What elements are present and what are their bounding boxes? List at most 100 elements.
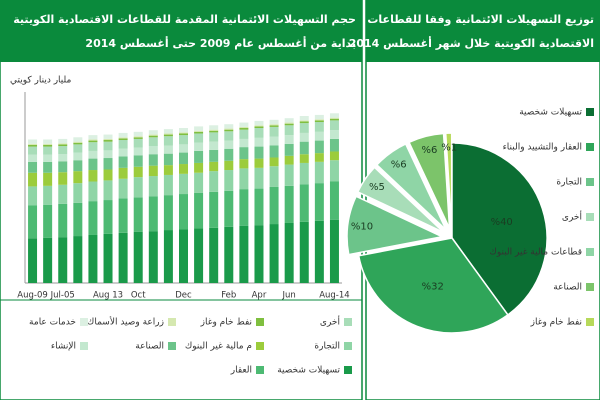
bar-segment (28, 139, 38, 144)
bar-segment (329, 130, 339, 139)
bar-segment (254, 125, 264, 127)
pie-slice (357, 237, 509, 334)
bar-segment (163, 136, 173, 146)
bar-segment (194, 142, 204, 151)
bar-segment (254, 126, 264, 129)
legend-label: العقار (230, 366, 252, 376)
bar-segment (43, 204, 53, 238)
bar-segment (269, 124, 279, 126)
bar-segment (224, 226, 234, 283)
bar-segment (329, 113, 339, 118)
bar-segment (179, 133, 188, 136)
legend-swatch (256, 366, 264, 374)
bar-segment (269, 136, 279, 146)
bar-segment (103, 158, 113, 170)
bar-segment (329, 138, 339, 152)
bar-segment (88, 135, 98, 140)
bar-segment (299, 123, 309, 133)
bar-segment (224, 124, 234, 129)
bar-segment (28, 161, 38, 173)
legend-swatch (344, 342, 352, 350)
slice-label: %40 (491, 217, 513, 228)
bar-segment (88, 201, 98, 235)
bar-segment (284, 185, 294, 223)
bar-segment (329, 151, 339, 161)
bar-segment (254, 158, 264, 168)
legend-label: قطاعات مالية غير البنوك (489, 248, 582, 258)
bar-segment (254, 146, 264, 159)
bar-segment (163, 153, 173, 166)
bar-segment (28, 172, 38, 187)
pie-slice (444, 132, 453, 229)
legend-label: أخرى (320, 316, 340, 328)
bar-segment (28, 205, 38, 239)
bar-segment (224, 129, 234, 132)
bar-segment (103, 134, 113, 139)
bar-segment (133, 177, 143, 198)
bar-segment (299, 184, 309, 222)
pie-slice (375, 142, 447, 231)
bar-segment (73, 137, 83, 142)
bar-segment (329, 219, 339, 283)
bar-segment (163, 165, 173, 175)
bar-segment (103, 150, 113, 159)
bar-segment (58, 203, 68, 238)
bar-segment (133, 147, 143, 156)
y-axis-label: مليار دينار كويتي (10, 76, 71, 86)
chart-title: توزيع التسهيلات الائتمانية وفقا للقطاعات (367, 13, 594, 26)
bar-segment (58, 237, 68, 283)
bar-segment (43, 185, 53, 205)
legend-swatch (80, 342, 88, 350)
bar-segment (103, 138, 113, 141)
bar-segment (254, 128, 264, 138)
bar-segment (118, 156, 128, 168)
bar-segment (284, 123, 294, 126)
bar-segment (73, 144, 83, 153)
bar-segment (58, 184, 68, 204)
bar-segment (58, 143, 68, 145)
bar-segment (58, 146, 68, 155)
x-tick-label: Oct (131, 291, 146, 301)
bar-segment (148, 176, 158, 197)
bar-segment (133, 155, 143, 167)
bar-segment (269, 224, 279, 283)
bar-segment (118, 232, 128, 283)
bar-segment (179, 135, 188, 145)
bar-segment (299, 154, 309, 163)
x-tick-label: Dec (175, 291, 192, 301)
legend-label: م مالية غير البنوك (185, 342, 252, 352)
bar-segment (209, 130, 219, 133)
bar-segment (239, 126, 249, 129)
legend-swatch (586, 108, 594, 116)
legend-label: زراعة وصيد الأسماك (87, 316, 164, 328)
bar-segment (284, 155, 294, 165)
legend-label: تسهيلات شخصية (519, 108, 582, 118)
legend-swatch (586, 178, 594, 186)
bar-segment (209, 129, 219, 131)
bar-segment (329, 117, 339, 119)
legend-label: الإنشاء (51, 342, 76, 352)
bar-segment (58, 154, 68, 162)
bar-segment (209, 171, 219, 192)
bar-segment (224, 170, 234, 191)
bar-segment (148, 231, 158, 283)
bar-segment (58, 172, 68, 185)
bar-segment (133, 166, 143, 178)
bar-segment (314, 114, 324, 120)
chart-title: بداية من أغسطس عام 2009 حتى أغسطس 2014 (85, 36, 356, 50)
bar-segment (239, 189, 249, 226)
bar-segment (148, 130, 158, 135)
x-tick-label: Feb (221, 291, 236, 301)
bar-segment (254, 225, 264, 283)
bar-segment (299, 120, 309, 122)
bar-segment (179, 144, 188, 153)
bar-segment (194, 130, 204, 132)
bar-segment (209, 161, 219, 172)
bar-segment (224, 131, 234, 141)
bar-segment (269, 126, 279, 137)
bar-segment (118, 137, 128, 139)
bar-segment (148, 134, 158, 136)
bar-segment (118, 138, 128, 141)
bar-segment (163, 174, 173, 196)
bar-segment (329, 181, 339, 220)
